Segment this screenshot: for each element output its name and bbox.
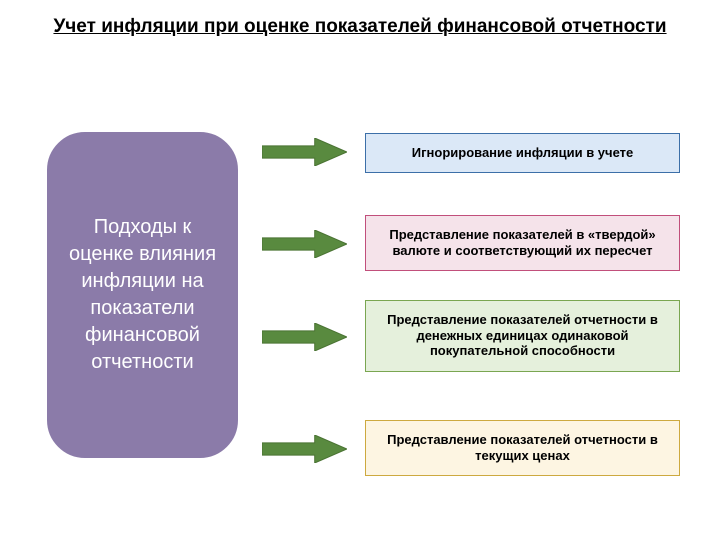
target-box-1: Представление показателей в «твердой» ва… <box>365 215 680 271</box>
page-title: Учет инфляции при оценке показателей фин… <box>0 0 720 40</box>
arrow-1 <box>262 230 347 258</box>
diagram-area: Подходы к оценке влияния инфляции на пок… <box>0 40 720 500</box>
target-box-3: Представление показателей отчетности в т… <box>365 420 680 476</box>
target-box-0-text: Игнорирование инфляции в учете <box>412 145 633 161</box>
arrow-2 <box>262 323 347 351</box>
target-box-2: Представление показателей отчетности в д… <box>365 300 680 372</box>
target-box-3-text: Представление показателей отчетности в т… <box>378 432 667 463</box>
source-box-text: Подходы к оценке влияния инфляции на пок… <box>59 214 226 376</box>
source-box: Подходы к оценке влияния инфляции на пок… <box>45 130 240 460</box>
target-box-1-text: Представление показателей в «твердой» ва… <box>378 227 667 258</box>
arrow-3 <box>262 435 347 463</box>
target-box-0: Игнорирование инфляции в учете <box>365 133 680 173</box>
target-box-2-text: Представление показателей отчетности в д… <box>378 312 667 359</box>
arrow-0 <box>262 138 347 166</box>
